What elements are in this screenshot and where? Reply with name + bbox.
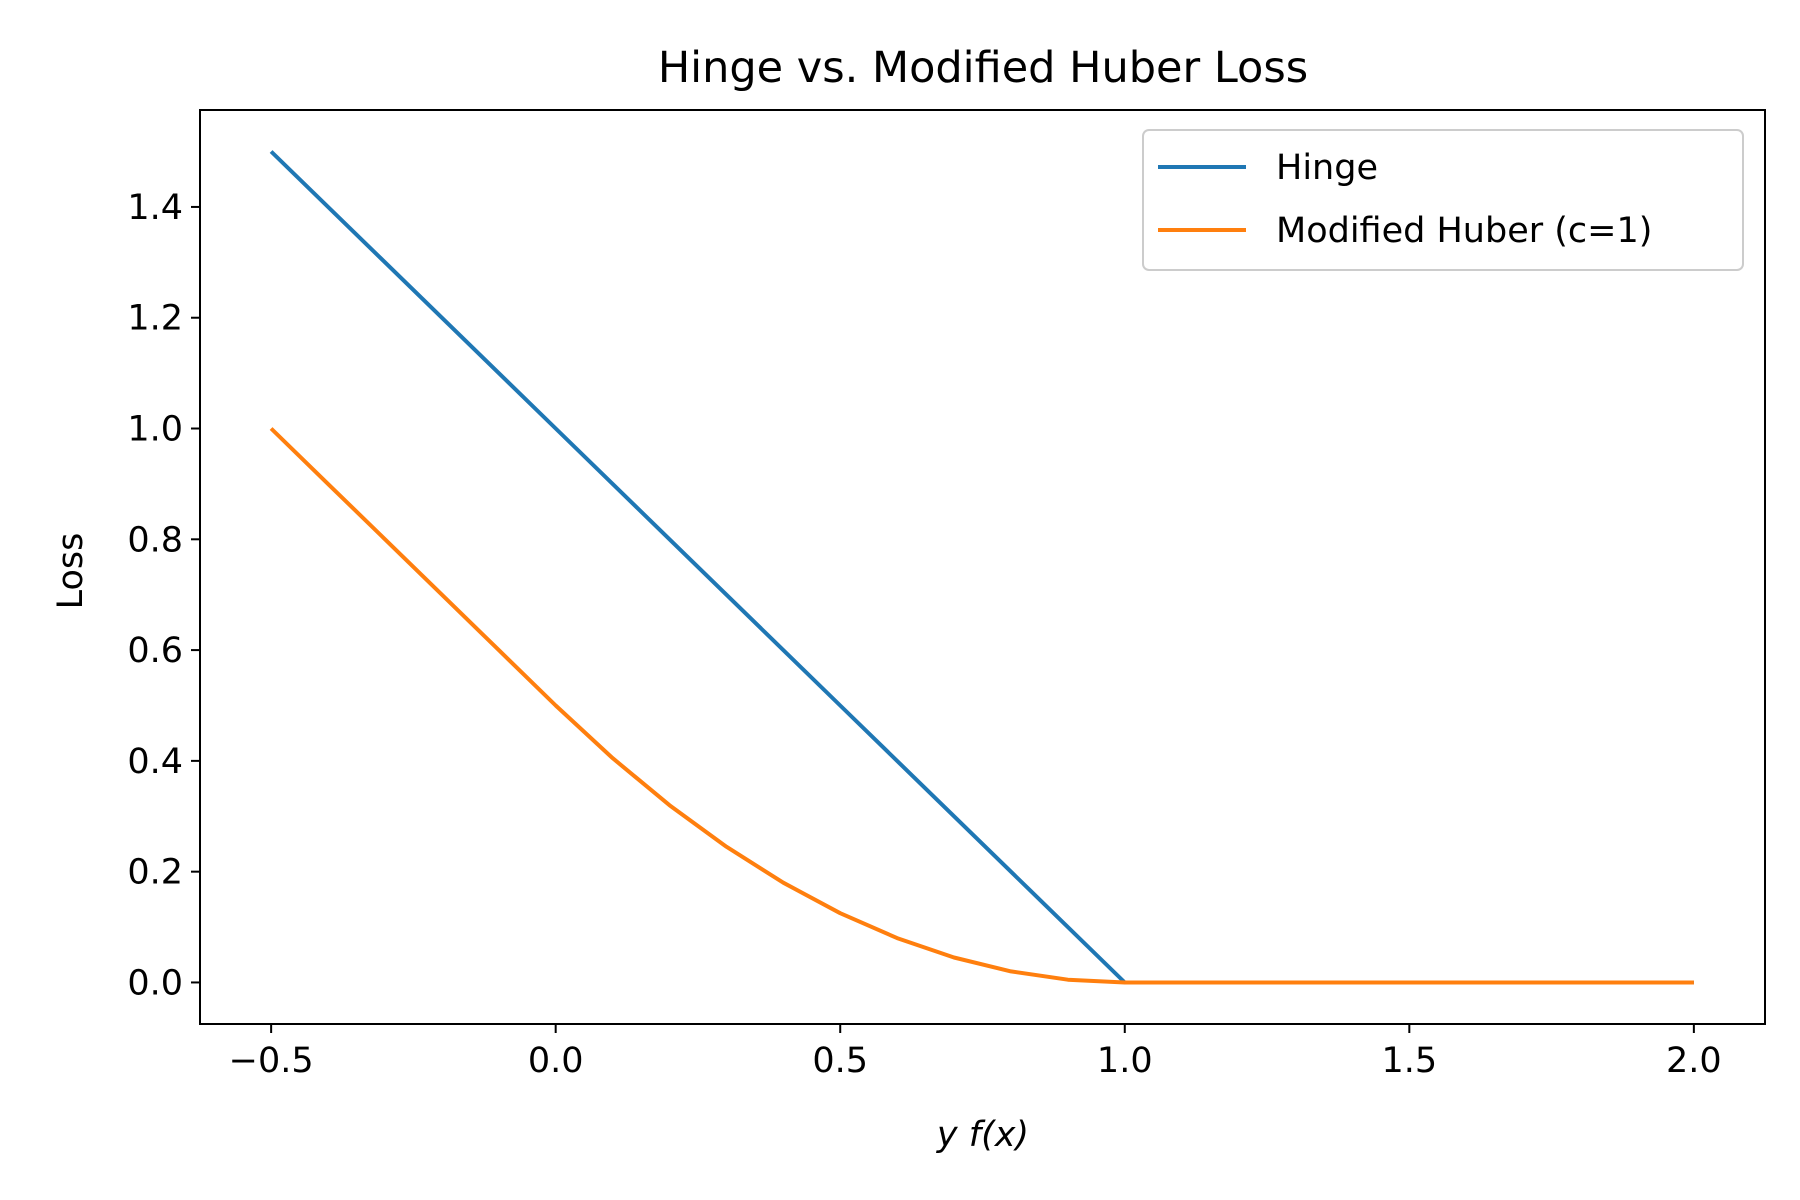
y-tick-label: 0.4 <box>127 742 183 782</box>
y-axis-ticks: 0.0 0.2 0.4 0.6 0.8 1.0 1.2 1.4 <box>127 188 200 1003</box>
y-tick-label: 1.2 <box>127 299 183 339</box>
x-tick-label: 1.5 <box>1381 1041 1437 1081</box>
x-tick-label: 0.0 <box>528 1041 584 1081</box>
chart-title: Hinge vs. Modified Huber Loss <box>658 43 1308 93</box>
y-tick-label: 0.8 <box>127 520 183 560</box>
series-layer <box>269 150 1694 985</box>
x-axis-ticks: −0.5 0.0 0.5 1.0 1.5 2.0 <box>229 1024 1722 1081</box>
plot-area <box>199 109 1766 1025</box>
series-line-modified-huber <box>269 427 1694 985</box>
x-tick-label: 1.0 <box>1097 1041 1153 1081</box>
legend-label: Modified Huber (c=1) <box>1276 211 1652 251</box>
x-axis-label: y f(x) <box>936 1115 1029 1155</box>
x-tick-label: 0.5 <box>812 1041 868 1081</box>
legend-label: Hinge <box>1276 148 1378 188</box>
y-tick-label: 0.2 <box>127 853 183 893</box>
legend-box <box>1142 129 1744 271</box>
y-tick-label: 0.6 <box>127 631 183 671</box>
x-tick-label: 2.0 <box>1666 1041 1722 1081</box>
x-axis-label-text: y f(x) <box>936 1115 1029 1155</box>
y-tick-label: 1.0 <box>127 410 183 450</box>
y-axis-label: Loss <box>51 533 91 610</box>
y-tick-label: 1.4 <box>127 188 183 228</box>
legend: Hinge Modified Huber (c=1) <box>1142 129 1744 271</box>
x-tick-label: −0.5 <box>229 1041 314 1081</box>
plot-frame <box>199 109 1766 1025</box>
y-tick-label: 0.0 <box>127 963 183 1003</box>
series-line-hinge <box>269 150 1694 985</box>
